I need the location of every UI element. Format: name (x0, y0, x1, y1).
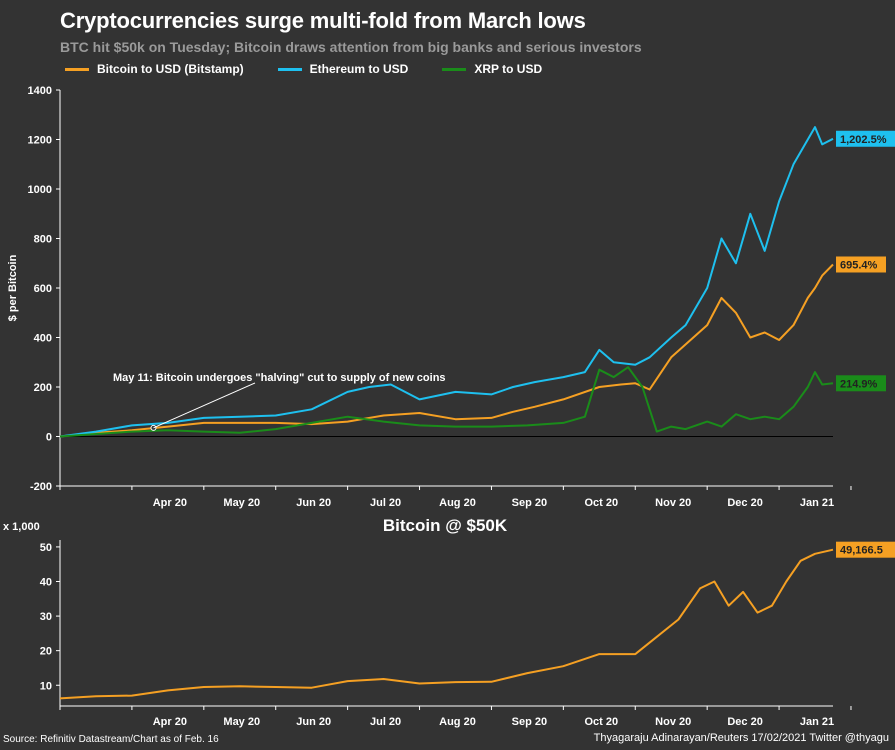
panel-title: Bitcoin @ $50K (383, 516, 508, 535)
y-axis-label: x 1,000 (3, 521, 40, 533)
x-tick-label: Nov 20 (655, 497, 691, 509)
y-axis-label: $ per Bitcoin (7, 254, 19, 321)
y-tick-label: 30 (40, 611, 52, 623)
x-tick-label: Jan 21 (800, 497, 834, 509)
end-label-box (836, 541, 895, 558)
x-tick-label: Oct 20 (584, 716, 618, 728)
x-tick-label: Nov 20 (655, 716, 691, 728)
x-tick-label: Jul 20 (370, 716, 401, 728)
legend-swatch-xrp (442, 67, 467, 71)
x-tick-label: Jun 20 (296, 716, 331, 728)
y-tick-label: 1000 (28, 184, 52, 196)
y-tick-label: 40 (40, 577, 52, 589)
x-tick-label: Dec 20 (727, 497, 762, 509)
y-tick-label: 50 (40, 542, 52, 554)
legend-item-ethereum: Ethereum to USD (277, 62, 409, 76)
end-label-text: 1,202.5% (840, 134, 887, 146)
y-tick-label: 1400 (28, 85, 52, 97)
chart-subtitle: BTC hit $50k on Tuesday; Bitcoin draws a… (60, 39, 642, 55)
credit-note: Thyagaraju Adinarayan/Reuters 17/02/2021… (593, 732, 889, 744)
series-line (59, 548, 834, 700)
chart-title: Cryptocurrencies surge multi-fold from M… (60, 8, 586, 33)
x-tick-label: Sep 20 (512, 716, 547, 728)
legend-label-xrp: XRP to USD (474, 62, 543, 76)
end-label-box (836, 130, 895, 147)
x-tick-label: Aug 20 (439, 497, 476, 509)
x-tick-label: Apr 20 (153, 497, 187, 509)
end-label-box (836, 256, 886, 273)
x-tick-label: Dec 20 (727, 716, 762, 728)
x-tick-label: May 20 (223, 716, 260, 728)
x-tick-label: Jul 20 (370, 497, 401, 509)
series-line (59, 366, 834, 438)
y-tick-label: 20 (40, 646, 52, 658)
y-tick-label: 0 (46, 432, 52, 444)
end-label-text: 49,166.5 (840, 545, 883, 557)
annotation-text: May 11: Bitcoin undergoes "halving" cut … (113, 372, 446, 384)
legend: Bitcoin to USD (Bitstamp) Ethereum to US… (65, 62, 542, 76)
legend-swatch-bitcoin (65, 67, 89, 71)
end-label-box (836, 375, 886, 392)
x-tick-label: Jun 20 (296, 497, 331, 509)
y-tick-label: -200 (30, 481, 52, 493)
y-tick-label: 600 (34, 283, 52, 295)
series-line (59, 263, 834, 438)
x-tick-label: Apr 20 (153, 716, 187, 728)
y-tick-label: 1200 (28, 135, 52, 147)
x-tick-label: Oct 20 (584, 497, 618, 509)
x-tick-label: Aug 20 (439, 716, 476, 728)
legend-item-bitcoin: Bitcoin to USD (Bitstamp) (65, 62, 244, 76)
y-tick-label: 200 (34, 382, 52, 394)
annotation-leader (153, 382, 256, 429)
y-tick-label: 800 (34, 234, 52, 246)
y-tick-label: 400 (34, 333, 52, 345)
legend-label-bitcoin: Bitcoin to USD (Bitstamp) (97, 62, 244, 76)
end-label-text: 214.9% (840, 378, 878, 390)
series-line (59, 126, 834, 438)
x-tick-label: Sep 20 (512, 497, 547, 509)
y-tick-label: 10 (40, 680, 52, 692)
x-tick-label: May 20 (223, 497, 260, 509)
x-tick-label: Jan 21 (800, 716, 834, 728)
end-label-text: 695.4% (840, 259, 878, 271)
legend-swatch-ethereum (277, 67, 302, 71)
source-note: Source: Refinitiv Datastream/Chart as of… (3, 734, 219, 745)
legend-item-xrp: XRP to USD (442, 62, 542, 76)
legend-label-ethereum: Ethereum to USD (309, 62, 409, 76)
